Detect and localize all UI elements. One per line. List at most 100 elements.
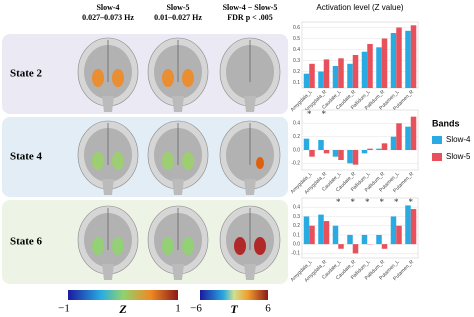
column-subheader: FDR p < .005: [227, 13, 272, 22]
colorbar-label: Z: [118, 302, 127, 316]
brain-stem: [172, 96, 184, 112]
bar: [332, 66, 339, 88]
significance-mark: *: [380, 197, 385, 207]
y-tick-label: 0.4: [293, 205, 300, 211]
y-tick-label: 0.3: [293, 58, 300, 64]
chart-title: Activation level (Z value): [316, 3, 403, 12]
y-tick-label: -0.1: [291, 251, 300, 257]
bar: [367, 148, 373, 150]
bar: [381, 244, 388, 249]
y-tick-label: 0.1: [293, 80, 300, 86]
y-tick-label: 0.0: [293, 241, 300, 247]
bar: [318, 71, 324, 88]
bar: [405, 205, 411, 245]
activation-blob: [92, 237, 104, 255]
bar: [376, 47, 382, 88]
bar: [410, 25, 417, 88]
bar: [323, 59, 330, 88]
brain-stem: [244, 96, 256, 112]
bar: [405, 30, 411, 88]
colorbar-label: T: [230, 302, 238, 316]
bar: [390, 216, 397, 245]
bar: [390, 33, 397, 88]
bar: [318, 214, 324, 245]
bar: [381, 38, 388, 88]
bar: [352, 55, 359, 88]
colorbar-max: 1: [175, 303, 181, 315]
significance-mark: *: [365, 197, 370, 207]
activation-blob: [112, 152, 124, 170]
bar: [309, 150, 315, 157]
y-tick-label: 0.0: [293, 147, 300, 153]
bar: [309, 63, 315, 88]
activation-blob: [182, 69, 194, 87]
brain-stem: [244, 264, 256, 280]
column-subheader: 0.01–0.027 Hz: [154, 13, 202, 22]
bar: [332, 150, 339, 157]
charts: Activation level (Z value) 0.1 0.2 0.3 0.4 0.…: [290, 3, 471, 283]
y-tick-label: 0.4: [293, 47, 300, 53]
significance-mark: *: [351, 197, 356, 207]
bar: [338, 244, 344, 249]
activation-blob: [162, 237, 174, 255]
activation-blob: [112, 69, 124, 87]
bar: [396, 225, 402, 245]
y-tick-label: -0.2: [291, 161, 300, 167]
bar: [347, 150, 353, 164]
bar: [361, 234, 368, 245]
legend-swatch: [432, 136, 442, 144]
y-tick-label: 0.6: [293, 25, 300, 31]
bar: [303, 73, 310, 88]
bar: [376, 234, 382, 245]
bar: [352, 150, 359, 165]
activation-blob: [162, 152, 174, 170]
bar: [347, 63, 353, 88]
bar: [376, 148, 382, 150]
activation-blob: [92, 69, 104, 87]
y-tick-label: 0.2: [293, 223, 300, 229]
legend-title: Bands: [432, 118, 460, 128]
significance-mark: *: [409, 197, 414, 207]
bar: [309, 225, 315, 245]
bar: [347, 234, 353, 245]
significance-mark: *: [322, 109, 327, 119]
column-header: Slow-5: [166, 3, 189, 12]
column-header: Slow-4 − Slow-5: [223, 3, 278, 12]
legend-swatch: [432, 153, 442, 161]
column-subheader: 0.027–0.073 Hz: [82, 13, 134, 22]
bar: [367, 44, 373, 88]
row-band: [2, 117, 288, 197]
bar: [396, 27, 402, 88]
significance-mark: *: [394, 197, 399, 207]
activation-blob: [182, 152, 194, 170]
row-label: State 2: [10, 68, 43, 80]
bar: [332, 225, 339, 245]
y-tick-label: 0.3: [293, 214, 300, 220]
activation-blob: [254, 237, 266, 255]
bar: [361, 51, 368, 88]
bar: [352, 244, 359, 254]
bar: [381, 143, 388, 150]
bar: [390, 136, 397, 150]
brain-stem: [102, 179, 114, 195]
y-tick-label: 0.1: [293, 232, 300, 238]
y-tick-label: 0.4: [293, 121, 300, 127]
significance-mark: *: [336, 197, 341, 207]
activation-blob: [234, 237, 246, 255]
y-tick-label: 0.5: [293, 36, 300, 42]
activation-blob: [256, 157, 264, 169]
brain-stem: [102, 264, 114, 280]
significance-mark: *: [307, 109, 312, 119]
activation-blob: [162, 69, 174, 87]
colorbar: [68, 290, 178, 300]
bar: [405, 126, 411, 150]
row-band: [2, 200, 288, 284]
y-tick-label: 0.2: [293, 134, 300, 140]
brain-stem: [102, 96, 114, 112]
brain-panel: Slow-40.027–0.073 Hz Slow-50.01–0.027 Hz S…: [10, 3, 281, 316]
brain-stem: [172, 264, 184, 280]
colorbar-min: −1: [58, 303, 70, 315]
bar: [338, 58, 344, 88]
colorbar-max: 6: [265, 303, 271, 315]
bar: [323, 150, 330, 154]
